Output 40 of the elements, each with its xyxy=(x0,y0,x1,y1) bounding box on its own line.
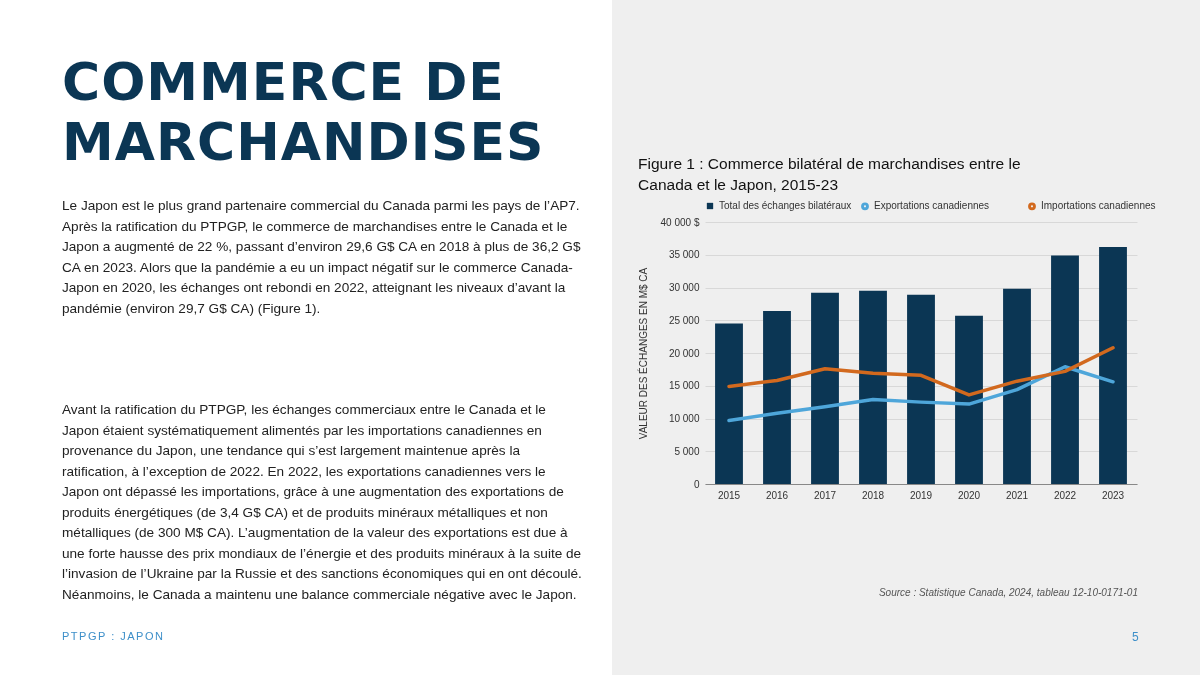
y-tick-label: 35 000 xyxy=(668,249,700,261)
legend-label: Importations canadiennes xyxy=(1041,200,1156,212)
bar xyxy=(1051,255,1079,484)
x-tick-label: 2019 xyxy=(909,489,933,501)
x-tick-label: 2023 xyxy=(1101,489,1125,501)
x-tick-label: 2018 xyxy=(861,489,885,501)
y-tick-label: 40 000 $ xyxy=(660,216,700,228)
x-tick-label: 2022 xyxy=(1053,489,1077,501)
y-tick-label: 30 000 xyxy=(668,282,700,293)
x-tick-label: 2020 xyxy=(957,489,981,501)
bar xyxy=(715,323,743,484)
bar xyxy=(811,292,839,484)
y-tick-label: 10 000 xyxy=(668,413,700,424)
text: Avant la ratification du PTPGP, les échanges commerciaux entre le Canada et le Japon étaient systématiquement alimentés par les importations canadiennes en provenance du Japon, une tendance qui s’est largement maintenue après la ratification, à l’exception de 2022. En 2022, les exportations canadiennes vers le Japon ont dépassé les importations, grâce à une augmentation des exportations de produits énergétiques (de 3,4 G$ CA) et de produits minéraux métalliques et non métalliques (de 300 M$ CA). L’augmentation de la valeur des exportations est due à une forte hausse des prix mondiaux de l’énergie et des produits minéraux à la suite de l’invasion de l’Ukraine par la Russie et des sanctions économiques qui en ont découlé. Néanmoins, le Canada a maintenu une balance commerciale négative avec le Japon. xyxy=(62,402,582,602)
text: COMMERCE DE MARCHANDISES xyxy=(62,52,546,172)
bar xyxy=(1003,288,1031,484)
bar xyxy=(907,294,935,484)
bar xyxy=(859,290,887,484)
bar xyxy=(1099,246,1127,484)
source-note: Source : Statistique Canada, 2024, tableau 12-10-0171-01 xyxy=(878,587,1138,598)
y-tick-label: 15 000 xyxy=(668,380,700,392)
x-tick-label: 2015 xyxy=(717,489,741,501)
x-tick-label: 2017 xyxy=(813,489,837,501)
bar xyxy=(763,311,791,484)
line-series xyxy=(727,365,1115,423)
y-tick-label: 0 xyxy=(693,478,700,490)
y-tick-label: 20 000 xyxy=(668,347,700,359)
x-tick-label: 2021 xyxy=(1005,489,1029,501)
y-tick-label: 5 000 xyxy=(674,445,700,457)
bar xyxy=(955,315,983,484)
y-axis-title: VALEUR DES ÉCHANGES EN M$ CA xyxy=(636,267,649,440)
chart-title: Figure 1 : Commerce bilatéral de marchandises entre le Canada et le Japon, 2015-23 xyxy=(638,154,1021,193)
y-tick-label: 25 000 xyxy=(668,314,700,326)
text: PTPGP : JAPON xyxy=(62,630,165,642)
legend-label: Total des échanges bilatéraux xyxy=(719,200,852,211)
x-tick-label: 2016 xyxy=(765,489,789,501)
legend-label: Exportations canadiennes xyxy=(874,200,990,212)
text: 5 xyxy=(1132,630,1139,644)
line-series xyxy=(727,346,1115,397)
text: Le Japon est le plus grand partenaire commercial du Canada parmi les pays de l’AP7. Après la ratification du PTPGP, le commerce de marchandises entre le Canada et le Japon a augmenté de 22 %, passant d’environ 29,6 G$ CA en 2018 à plus de 36,2 G$ CA en 2023. Alors que la pandémie a eu un impact négatif sur le commerce Canada-Japon en 2020, les échanges ont rebondi en 2022, atteignant les niveaux d’avant la pandémie (environ 29,7 G$ CA) (Figure 1). xyxy=(62,197,582,318)
